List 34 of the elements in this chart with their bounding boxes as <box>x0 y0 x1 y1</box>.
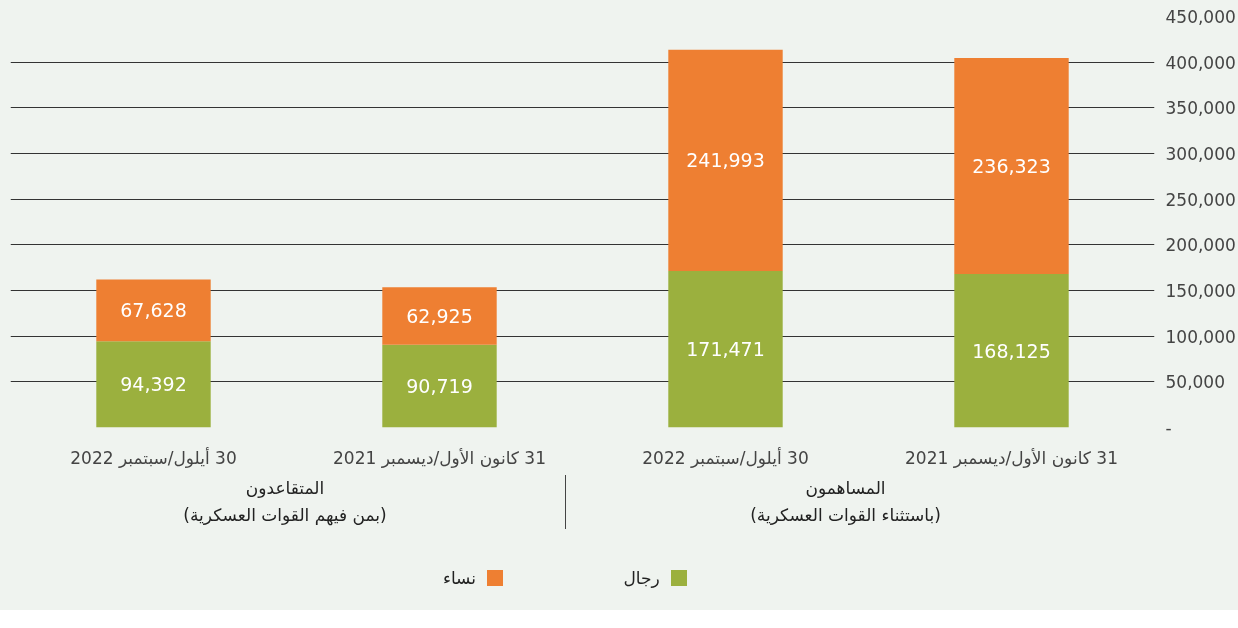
text: المساهمون (باستثناء القوات العسكرية) <box>565 475 1125 530</box>
bar <box>668 270 783 428</box>
data-label: 94,392 <box>120 373 187 396</box>
data-label: 171,471 <box>686 338 765 361</box>
legend-label: رجال <box>623 567 660 588</box>
y-tick-label: 150,000 <box>1165 281 1236 301</box>
y-tick-label: 250,000 <box>1165 189 1236 210</box>
bar <box>96 341 211 428</box>
text: المتقاعدون (بمن فيهم القوات العسكرية) <box>182 477 388 528</box>
bar <box>668 49 783 271</box>
data-label: 62,925 <box>406 304 473 327</box>
data-label: 236,323 <box>972 155 1051 178</box>
y-tick-label: 450,000 <box>1165 7 1236 27</box>
bar <box>954 58 1069 274</box>
y-tick-label: 100,000 <box>1165 326 1236 347</box>
legend-label: نساء <box>442 567 476 588</box>
x-tick-label: 30 أيلول/سبتمبر 2022 <box>642 446 809 468</box>
x-tick-label: 31 كانون الأول/ديسمبر 2021 <box>905 447 1118 468</box>
bar <box>96 279 211 342</box>
y-tick-label: - <box>1165 418 1172 438</box>
bar <box>954 273 1069 428</box>
x-tick-label: 30 أيلول/سبتمبر 2022 <box>70 446 237 468</box>
y-tick-label: 300,000 <box>1165 144 1236 164</box>
data-label: 90,719 <box>406 375 473 398</box>
y-tick-label: 50,000 <box>1165 372 1225 393</box>
y-tick-label: 200,000 <box>1165 235 1236 256</box>
y-tick-label: 350,000 <box>1165 98 1236 119</box>
bar <box>382 287 497 345</box>
bar <box>382 344 497 428</box>
data-label: 168,125 <box>972 339 1051 362</box>
data-label: 67,628 <box>120 299 187 322</box>
y-tick-label: 400,000 <box>1165 52 1236 73</box>
data-label: 241,993 <box>686 149 765 172</box>
x-tick-label: 31 كانون الأول/ديسمبر 2021 <box>333 447 546 468</box>
